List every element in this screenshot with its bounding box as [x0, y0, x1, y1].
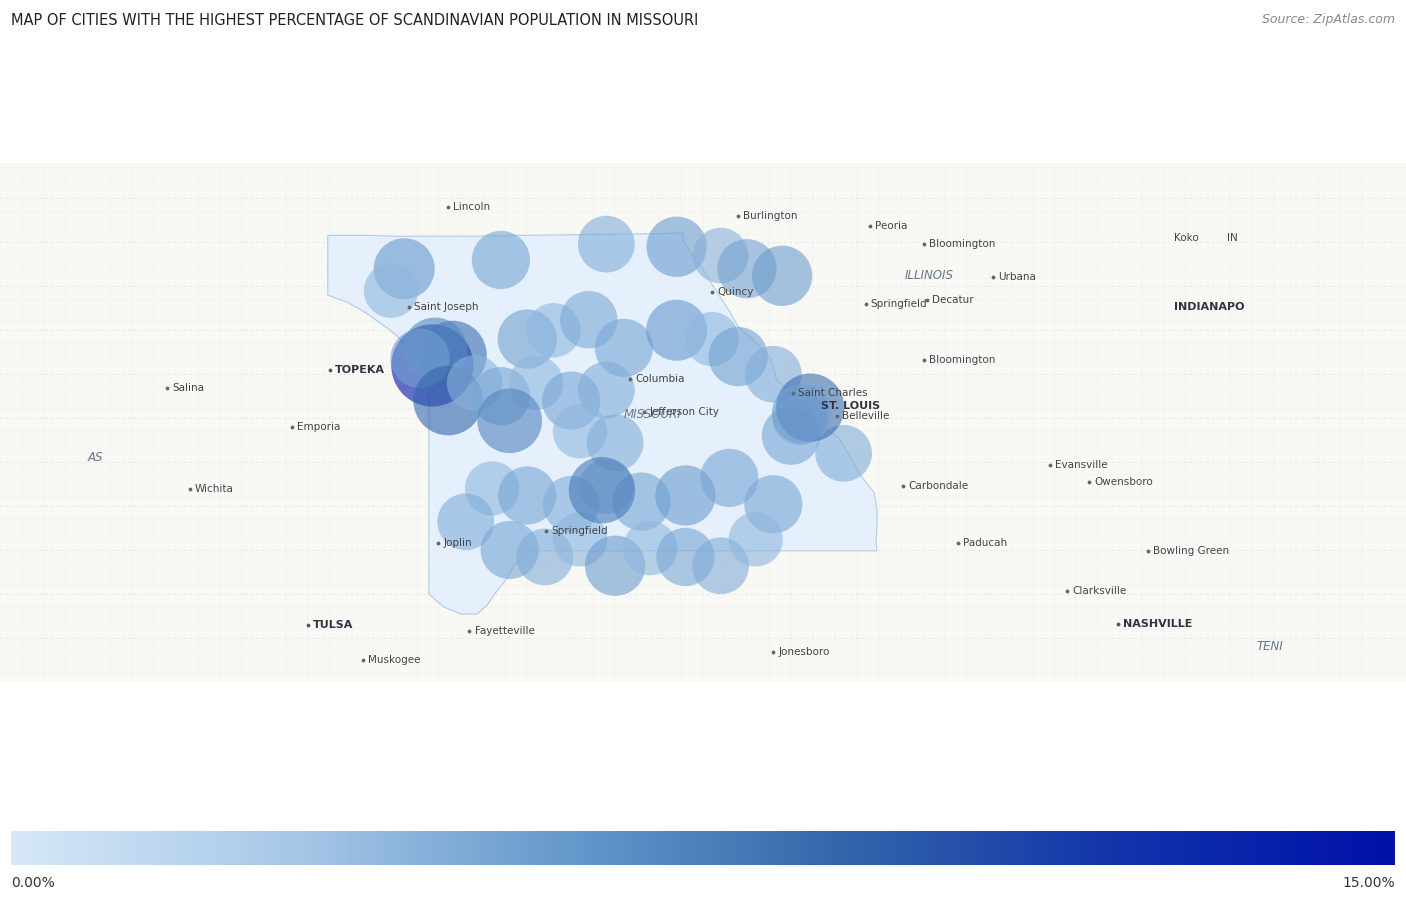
- Point: [762, 497, 785, 512]
- Text: 15.00%: 15.00%: [1343, 876, 1395, 890]
- Text: Lincoln: Lincoln: [453, 202, 491, 212]
- Text: Wichita: Wichita: [195, 485, 233, 494]
- Text: Evansville: Evansville: [1056, 459, 1108, 469]
- Point: [770, 269, 793, 283]
- Point: [516, 488, 538, 503]
- Point: [595, 479, 617, 494]
- Text: 0.00%: 0.00%: [11, 876, 55, 890]
- Point: [568, 532, 591, 547]
- Text: INDIANAPO: INDIANAPO: [1174, 301, 1244, 312]
- Text: Belleville: Belleville: [842, 412, 889, 422]
- Point: [789, 411, 811, 425]
- Text: Muskogee: Muskogee: [368, 654, 420, 664]
- Text: Peoria: Peoria: [876, 220, 908, 231]
- Text: Fayetteville: Fayetteville: [474, 626, 534, 636]
- Point: [423, 343, 446, 357]
- Point: [420, 358, 443, 372]
- Point: [578, 313, 600, 327]
- Point: [832, 446, 855, 460]
- Text: Saint Charles: Saint Charles: [797, 387, 868, 397]
- Text: Owensboro: Owensboro: [1094, 477, 1153, 487]
- Text: Quincy: Quincy: [717, 288, 754, 298]
- Text: Springfield: Springfield: [870, 298, 928, 309]
- Point: [498, 543, 520, 557]
- Point: [498, 414, 520, 428]
- Text: Urbana: Urbana: [998, 271, 1036, 281]
- Point: [591, 483, 613, 497]
- Text: Clarksville: Clarksville: [1071, 586, 1126, 596]
- Point: [454, 514, 477, 529]
- Text: Columbia: Columbia: [636, 374, 685, 384]
- Point: [560, 394, 582, 408]
- Point: [481, 481, 503, 495]
- Point: [437, 394, 460, 408]
- Text: Springfield: Springfield: [551, 527, 607, 537]
- Point: [409, 352, 432, 366]
- Point: [675, 550, 697, 565]
- Text: ST. LOUIS: ST. LOUIS: [821, 401, 880, 411]
- Text: IN: IN: [1227, 233, 1237, 243]
- Text: Bloomington: Bloomington: [929, 355, 995, 365]
- Point: [762, 367, 785, 381]
- Point: [665, 240, 688, 254]
- Text: Saint Joseph: Saint Joseph: [413, 301, 478, 312]
- Point: [441, 348, 464, 362]
- Text: TENI: TENI: [1257, 640, 1284, 653]
- Text: TOPEKA: TOPEKA: [335, 365, 385, 375]
- Point: [630, 494, 652, 509]
- Text: Salina: Salina: [173, 383, 204, 393]
- Point: [700, 332, 723, 346]
- Text: Burlington: Burlington: [744, 211, 799, 221]
- Point: [709, 558, 731, 573]
- Point: [613, 341, 636, 355]
- Point: [779, 429, 801, 443]
- Point: [605, 435, 627, 450]
- Text: Bowling Green: Bowling Green: [1153, 546, 1229, 556]
- Point: [489, 253, 512, 267]
- Text: Bloomington: Bloomington: [929, 239, 995, 249]
- Point: [640, 541, 662, 556]
- Point: [735, 262, 758, 276]
- Point: [790, 406, 813, 421]
- Text: Jefferson City: Jefferson City: [650, 407, 720, 417]
- Point: [560, 497, 582, 512]
- Text: ILLINOIS: ILLINOIS: [905, 270, 955, 282]
- Point: [718, 471, 741, 485]
- Point: [727, 350, 749, 364]
- Point: [380, 283, 402, 298]
- Point: [524, 376, 547, 390]
- Point: [489, 389, 512, 404]
- Point: [568, 424, 591, 439]
- Point: [595, 237, 617, 252]
- Point: [543, 323, 565, 337]
- Point: [534, 550, 557, 565]
- Text: NASHVILLE: NASHVILLE: [1123, 619, 1192, 628]
- Text: Paducah: Paducah: [963, 538, 1007, 547]
- Text: Joplin: Joplin: [444, 538, 472, 547]
- Text: TULSA: TULSA: [314, 619, 353, 629]
- Text: MISSOURI: MISSOURI: [624, 408, 682, 421]
- Point: [516, 332, 538, 346]
- Point: [799, 400, 821, 414]
- Point: [595, 383, 617, 397]
- Text: Emporia: Emporia: [297, 422, 340, 432]
- Text: Koko: Koko: [1174, 233, 1199, 243]
- Point: [709, 248, 731, 263]
- Text: Jonesboro: Jonesboro: [779, 647, 830, 657]
- Point: [665, 323, 688, 337]
- Text: Source: ZipAtlas.com: Source: ZipAtlas.com: [1261, 13, 1395, 26]
- Point: [463, 376, 485, 390]
- Text: Decatur: Decatur: [932, 296, 974, 306]
- Point: [675, 488, 697, 503]
- Polygon shape: [328, 233, 877, 614]
- Point: [394, 262, 416, 276]
- Text: AS: AS: [87, 451, 104, 464]
- Point: [605, 558, 627, 573]
- Text: Carbondale: Carbondale: [908, 481, 969, 491]
- Text: MAP OF CITIES WITH THE HIGHEST PERCENTAGE OF SCANDINAVIAN POPULATION IN MISSOURI: MAP OF CITIES WITH THE HIGHEST PERCENTAG…: [11, 13, 699, 29]
- Point: [744, 532, 766, 547]
